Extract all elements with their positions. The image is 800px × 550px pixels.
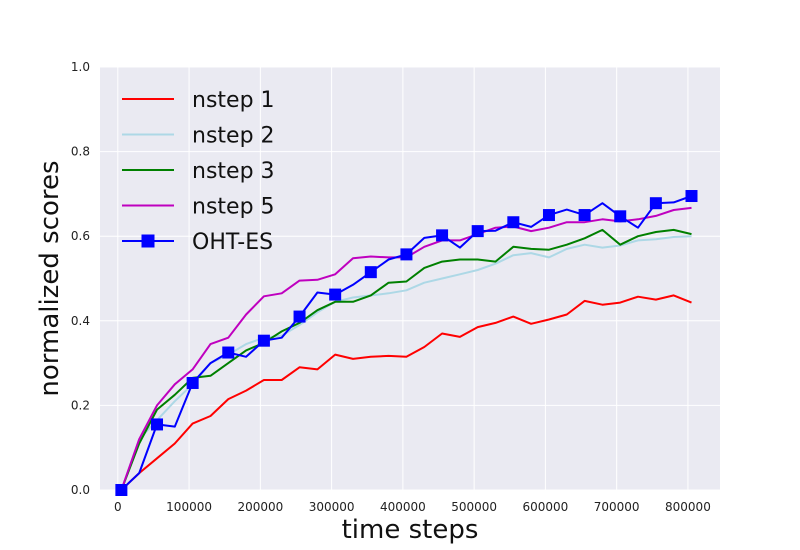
data-point	[115, 484, 128, 496]
x-tick-label: 400000	[380, 500, 426, 514]
legend-label: nstep 3	[192, 159, 275, 184]
legend-item: nstep 3	[122, 159, 275, 184]
series-line	[120, 294, 692, 491]
legend-label: nstep 2	[192, 124, 275, 149]
data-point	[649, 197, 662, 210]
x-tick-label: 700000	[594, 500, 640, 514]
y-tick-label: 0.6	[71, 229, 90, 243]
series-line	[120, 228, 692, 491]
data-point	[364, 266, 377, 279]
data-point	[685, 190, 698, 203]
y-tick-label: 0.2	[71, 398, 90, 412]
y-tick-label: 0.4	[71, 314, 90, 328]
legend: nstep 1 nstep 2 nstep 3 nstep 5 OHT-ES	[122, 88, 275, 255]
data-point	[614, 210, 627, 223]
data-point	[257, 334, 270, 347]
x-tick-label: 500000	[451, 500, 497, 514]
data-point	[293, 310, 306, 323]
data-point	[436, 229, 449, 242]
data-point	[507, 216, 520, 229]
legend-item: nstep 1	[122, 88, 275, 113]
x-tick-label: 600000	[522, 500, 568, 514]
series-nstep-3	[120, 228, 692, 491]
data-point	[542, 209, 555, 222]
x-tick-labels: 0 100000 200000 300000 400000 500000 600000 700…	[114, 500, 711, 514]
legend-label: nstep 5	[192, 195, 275, 220]
data-point	[222, 346, 235, 359]
data-point	[578, 209, 591, 222]
data-point	[186, 376, 199, 389]
legend-item: OHT-ES	[122, 230, 273, 255]
series-nstep-1	[120, 294, 692, 491]
x-tick-label: 200000	[237, 500, 283, 514]
data-point	[471, 225, 484, 238]
x-tick-label: 0	[114, 500, 122, 514]
legend-item: nstep 5	[122, 195, 275, 220]
legend-label: nstep 1	[192, 88, 275, 113]
data-point	[151, 418, 164, 431]
y-tick-label: 0.0	[71, 483, 90, 497]
y-tick-label: 0.8	[71, 145, 90, 159]
x-tick-label: 800000	[665, 500, 711, 514]
series-oht-es	[115, 190, 698, 496]
y-axis-label: normalized scores	[35, 160, 65, 396]
y-tick-labels: 0.0 0.2 0.4 0.6 0.8 1.0	[71, 60, 90, 497]
x-tick-label: 100000	[166, 500, 212, 514]
legend-item: nstep 2	[122, 124, 275, 149]
data-point	[400, 248, 413, 261]
x-axis-label: time steps	[342, 515, 479, 545]
data-point	[329, 288, 342, 301]
legend-label: OHT-ES	[192, 230, 273, 255]
y-tick-label: 1.0	[71, 60, 90, 74]
x-tick-label: 300000	[309, 500, 355, 514]
grid-lines	[100, 66, 720, 491]
legend-marker	[141, 234, 155, 248]
series-layer	[115, 190, 698, 496]
